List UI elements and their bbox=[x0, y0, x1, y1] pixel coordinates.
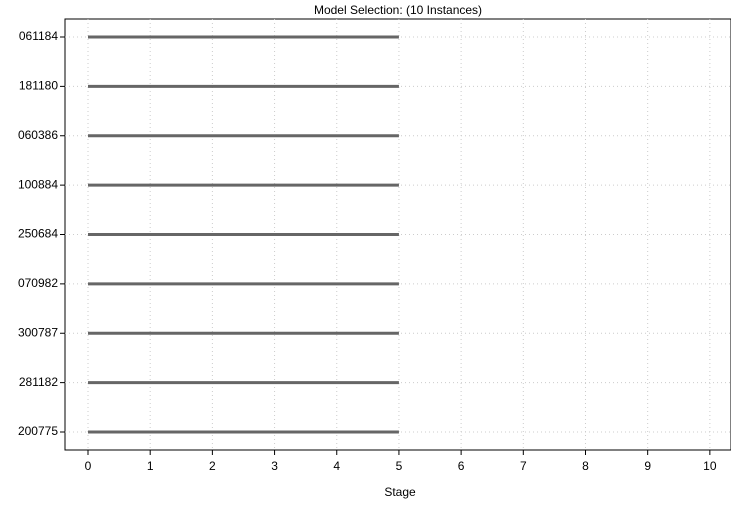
x-tick-label: 6 bbox=[458, 459, 465, 473]
y-tick-label: 100884 bbox=[18, 177, 58, 191]
x-tick-label: 8 bbox=[582, 459, 589, 473]
x-tick-label: 7 bbox=[520, 459, 527, 473]
x-tick-label: 3 bbox=[271, 459, 278, 473]
y-tick-label: 300787 bbox=[18, 325, 58, 339]
y-tick-label: 070982 bbox=[18, 276, 58, 290]
y-tick-label: 250684 bbox=[18, 227, 58, 241]
x-tick-label: 10 bbox=[703, 459, 717, 473]
x-axis-label: Stage bbox=[384, 485, 416, 499]
x-tick-label: 9 bbox=[644, 459, 651, 473]
x-tick-label: 4 bbox=[333, 459, 340, 473]
x-tick-label: 0 bbox=[85, 459, 92, 473]
chart-title: Model Selection: (10 Instances) bbox=[314, 3, 482, 17]
y-tick-label: 181180 bbox=[19, 79, 58, 93]
x-tick-label: 5 bbox=[396, 459, 403, 473]
x-tick-label: 2 bbox=[209, 459, 216, 473]
y-tick-label: 281182 bbox=[19, 375, 58, 389]
y-tick-label: 200775 bbox=[18, 424, 58, 438]
y-tick-label: 060386 bbox=[18, 128, 58, 142]
y-tick-label: 061184 bbox=[19, 29, 58, 43]
x-tick-label: 1 bbox=[147, 459, 154, 473]
